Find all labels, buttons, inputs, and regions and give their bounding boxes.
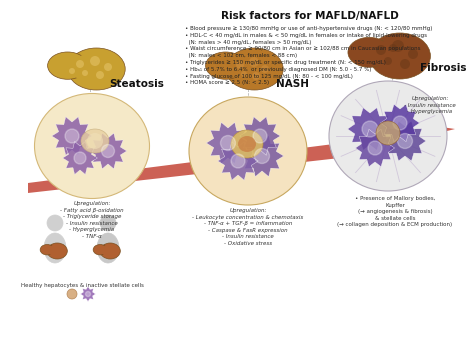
Circle shape [398,133,412,148]
Circle shape [47,215,63,231]
Ellipse shape [348,37,391,67]
Polygon shape [218,142,258,180]
Circle shape [96,71,104,79]
Ellipse shape [47,52,88,79]
Circle shape [389,44,397,52]
Circle shape [252,72,260,80]
Circle shape [76,60,84,68]
Circle shape [85,291,91,297]
Ellipse shape [81,129,109,153]
Ellipse shape [97,233,119,263]
Ellipse shape [49,245,58,257]
Ellipse shape [206,52,246,79]
Ellipse shape [376,40,401,72]
Circle shape [87,133,103,149]
Ellipse shape [189,97,307,205]
Ellipse shape [102,245,111,257]
Text: Upregulation:
- Leukocyte concentration & chemotaxis
- TNF-α + TGF-β = inflammat: Upregulation: - Leukocyte concentration … [192,208,304,246]
Ellipse shape [238,136,256,152]
Circle shape [231,154,245,168]
Circle shape [376,121,400,145]
Circle shape [249,57,259,67]
Polygon shape [240,117,280,155]
Circle shape [253,129,267,143]
Ellipse shape [231,130,263,158]
Circle shape [400,59,410,69]
Polygon shape [347,108,392,150]
Polygon shape [52,117,92,155]
Text: NASH: NASH [276,79,310,89]
Text: Upregulation:
- Fatty acid β-oxidation
- Triglyceride storage
- Insulin resistan: Upregulation: - Fatty acid β-oxidation -… [60,201,124,239]
Circle shape [393,116,407,130]
Ellipse shape [100,243,120,259]
Text: Steatosis: Steatosis [109,79,164,89]
Ellipse shape [232,54,256,84]
Circle shape [82,70,88,76]
Text: Healthy hepatocytes & inactive stellate cells: Healthy hepatocytes & inactive stellate … [20,283,144,288]
Polygon shape [381,104,419,142]
Circle shape [241,71,247,77]
Circle shape [261,65,269,73]
Text: • Presence of Mallory bodies,
Kupffer
(→ angiogenesis & fibrosis)
& stellate cel: • Presence of Mallory bodies, Kupffer (→… [337,196,453,227]
Circle shape [384,57,392,65]
Circle shape [67,289,77,299]
Text: Upregulation:
- Insulin resistance
- Hyperglycemia: Upregulation: - Insulin resistance - Hyp… [404,96,456,114]
Ellipse shape [68,48,125,90]
Circle shape [101,145,115,158]
Text: Fibrosis: Fibrosis [420,63,466,73]
Polygon shape [81,286,95,302]
Ellipse shape [369,33,430,79]
Ellipse shape [93,245,107,255]
Ellipse shape [47,243,67,259]
Circle shape [408,49,418,59]
Circle shape [65,129,79,143]
Ellipse shape [74,54,98,84]
Polygon shape [63,141,97,174]
Text: Risk factors for MAFLD/NAFLD: Risk factors for MAFLD/NAFLD [221,11,399,21]
Ellipse shape [226,48,283,90]
Ellipse shape [44,233,66,263]
Circle shape [69,68,75,74]
Circle shape [255,148,270,164]
Circle shape [104,63,112,71]
Ellipse shape [329,81,447,191]
Ellipse shape [35,93,149,199]
Polygon shape [89,133,127,169]
Circle shape [74,152,86,164]
Circle shape [90,56,100,66]
Circle shape [100,215,116,231]
Polygon shape [356,130,394,167]
Ellipse shape [40,245,54,255]
Polygon shape [384,121,426,161]
Polygon shape [206,122,250,164]
Circle shape [236,61,244,69]
Circle shape [392,40,404,52]
Circle shape [220,135,236,151]
Circle shape [376,45,386,55]
Circle shape [362,121,378,137]
Circle shape [368,141,382,155]
Polygon shape [240,135,284,177]
Polygon shape [28,123,455,193]
Text: • Blood pressure ≥ 130/80 mmHg or use of anti-hypertensive drugs (N: < 120/80 mm: • Blood pressure ≥ 130/80 mmHg or use of… [185,26,432,85]
